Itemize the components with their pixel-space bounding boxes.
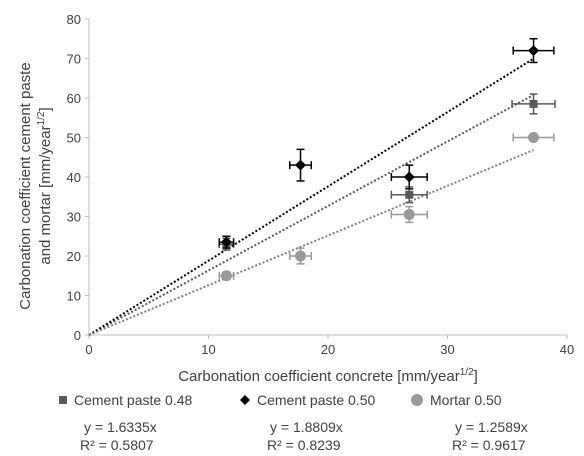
diamond-marker <box>403 171 415 183</box>
legend-item-cement-paste-048: Cement paste 0.48 <box>58 392 192 408</box>
axes: 0 10 20 30 40 50 60 70 80 0 10 20 30 40 <box>67 12 575 357</box>
data-point-series-2 <box>512 132 555 143</box>
legend-label: Mortar 0.50 <box>430 392 502 408</box>
square-marker-icon <box>59 396 67 404</box>
y-axis-title-line2: and mortar [mm/year1/2] <box>36 107 54 264</box>
trendline-series-2 <box>88 149 534 336</box>
chart-canvas: 0 10 20 30 40 50 60 70 80 0 10 20 30 40 Carbonation c… <box>17 12 575 385</box>
square-marker <box>405 190 414 199</box>
legend-item-mortar-050: Mortar 0.50 <box>410 392 502 408</box>
x-tick-label: 10 <box>201 342 215 357</box>
equation-cement-paste-048: y = 1.6335x <box>84 419 157 435</box>
x-axis-title: Carbonation coefficient concrete [mm/yea… <box>178 367 478 385</box>
r2-mortar-050: R² = 0.9617 <box>452 437 526 453</box>
legend-item-cement-paste-050: Cement paste 0.50 <box>239 392 375 408</box>
y-axis-title-line1: Carbonation coefficient cement paste <box>17 62 34 309</box>
y-tick-label: 20 <box>67 249 81 264</box>
legend-label: Cement paste 0.48 <box>74 392 193 408</box>
data-point-series-2 <box>289 247 313 265</box>
trendline-series-0 <box>88 94 535 336</box>
legend-label: Cement paste 0.50 <box>257 392 376 408</box>
data-point-series-1 <box>218 235 235 249</box>
equation-mortar-050: y = 1.2589x <box>455 419 528 435</box>
diamond-marker <box>528 45 540 57</box>
circle-marker <box>403 209 415 221</box>
circle-marker <box>528 132 540 143</box>
y-tick-label: 50 <box>67 131 81 146</box>
trendlines <box>88 57 535 336</box>
y-tick-label: 80 <box>67 12 81 27</box>
x-tick-label: 30 <box>440 342 454 357</box>
r2-cement-paste-050: R² = 0.8239 <box>267 437 341 453</box>
y-tick-label: 70 <box>67 52 81 67</box>
circle-marker <box>295 250 307 262</box>
data-point-series-1 <box>512 38 555 64</box>
data-point-series-2 <box>390 205 428 224</box>
equation-cement-paste-050: y = 1.8809x <box>270 419 343 435</box>
y-tick-label: 30 <box>67 210 81 225</box>
r2-cement-paste-048: R² = 0.5807 <box>80 437 154 453</box>
x-axis-title-end: ] <box>474 368 478 385</box>
square-marker <box>529 99 538 108</box>
diamond-marker-icon <box>240 395 250 405</box>
data-point-series-0 <box>511 93 556 115</box>
data-point-series-1 <box>289 148 313 182</box>
x-tick-label: 0 <box>85 342 92 357</box>
y-axis-title-superscript: 1/2 <box>36 111 47 125</box>
x-tick-label: 20 <box>321 342 335 357</box>
y-tick-label: 60 <box>67 91 81 106</box>
circle-marker-icon <box>411 394 423 406</box>
y-tick-label: 40 <box>67 170 81 185</box>
data-point-series-2 <box>218 270 235 282</box>
data-point-series-1 <box>390 164 428 190</box>
diamond-marker <box>220 236 232 248</box>
trendline-series-1 <box>88 57 535 336</box>
x-tick-label: 40 <box>560 342 574 357</box>
diamond-marker <box>295 159 307 171</box>
legend: Cement paste 0.48 Cement paste 0.50 Mort… <box>0 392 584 412</box>
y-tick-label: 0 <box>74 328 81 343</box>
y-axis-title-end: ] <box>37 107 54 111</box>
x-axis-title-superscript: 1/2 <box>460 367 474 378</box>
y-tick-label: 10 <box>67 289 81 304</box>
circle-marker <box>220 270 232 282</box>
data-points <box>218 38 556 282</box>
